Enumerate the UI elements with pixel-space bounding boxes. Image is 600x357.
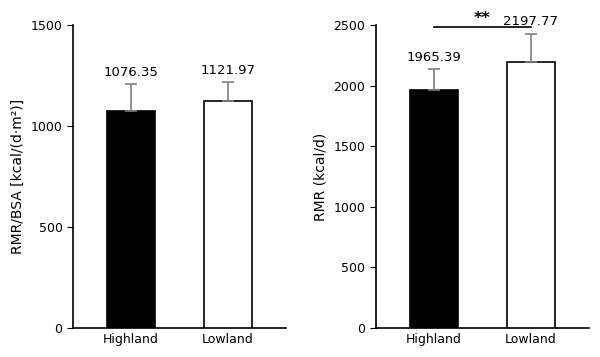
- Text: 2197.77: 2197.77: [503, 15, 558, 28]
- Bar: [204, 101, 252, 328]
- Text: 1121.97: 1121.97: [200, 64, 256, 77]
- Text: **: **: [474, 11, 491, 26]
- Bar: [410, 90, 458, 328]
- Y-axis label: RMR (kcal/d): RMR (kcal/d): [314, 132, 328, 221]
- Text: 1076.35: 1076.35: [104, 66, 158, 79]
- Bar: [107, 111, 155, 328]
- Bar: [506, 62, 555, 328]
- Y-axis label: RMR/BSA [kcal/(d·m²)]: RMR/BSA [kcal/(d·m²)]: [11, 99, 25, 254]
- Text: 1965.39: 1965.39: [406, 51, 461, 64]
